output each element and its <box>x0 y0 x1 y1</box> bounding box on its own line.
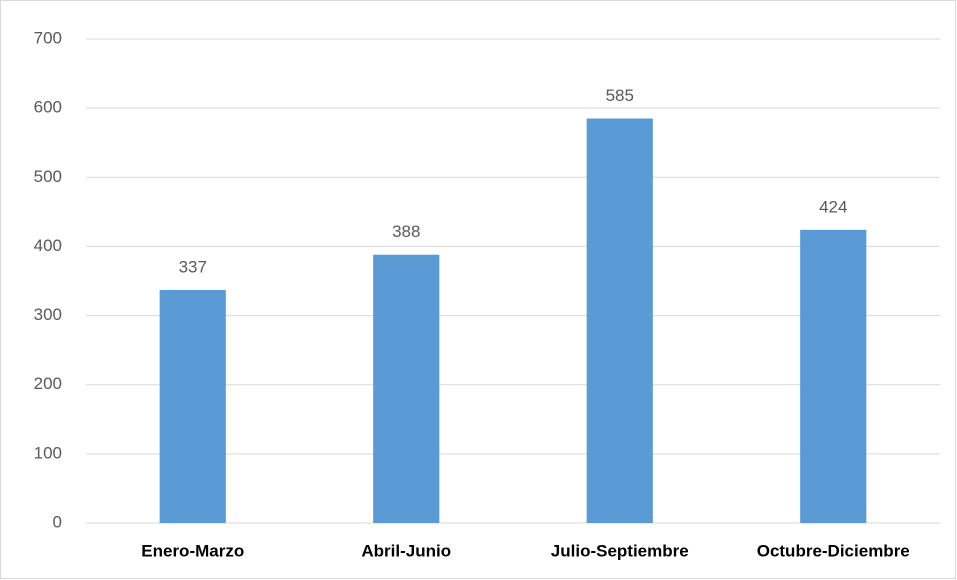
x-tick-label: Enero-Marzo <box>141 541 244 560</box>
y-tick-label: 400 <box>34 236 62 255</box>
y-tick-label: 100 <box>34 443 62 462</box>
data-label: 424 <box>819 197 847 216</box>
y-tick-label: 500 <box>34 167 62 186</box>
bar <box>373 254 440 523</box>
data-label: 337 <box>179 257 207 276</box>
y-tick-label: 0 <box>53 512 62 531</box>
data-label: 585 <box>606 86 634 105</box>
y-tick-label: 700 <box>34 28 62 47</box>
bar <box>159 289 226 523</box>
y-tick-label: 600 <box>34 98 62 117</box>
x-tick-label: Octubre-Diciembre <box>757 541 910 560</box>
y-tick-label: 300 <box>34 305 62 324</box>
y-tick-label: 200 <box>34 374 62 393</box>
bar <box>586 118 653 523</box>
x-tick-label: Julio-Septiembre <box>551 541 689 560</box>
data-label: 388 <box>392 222 420 241</box>
bar <box>800 229 867 523</box>
x-tick-label: Abril-Junio <box>361 541 451 560</box>
